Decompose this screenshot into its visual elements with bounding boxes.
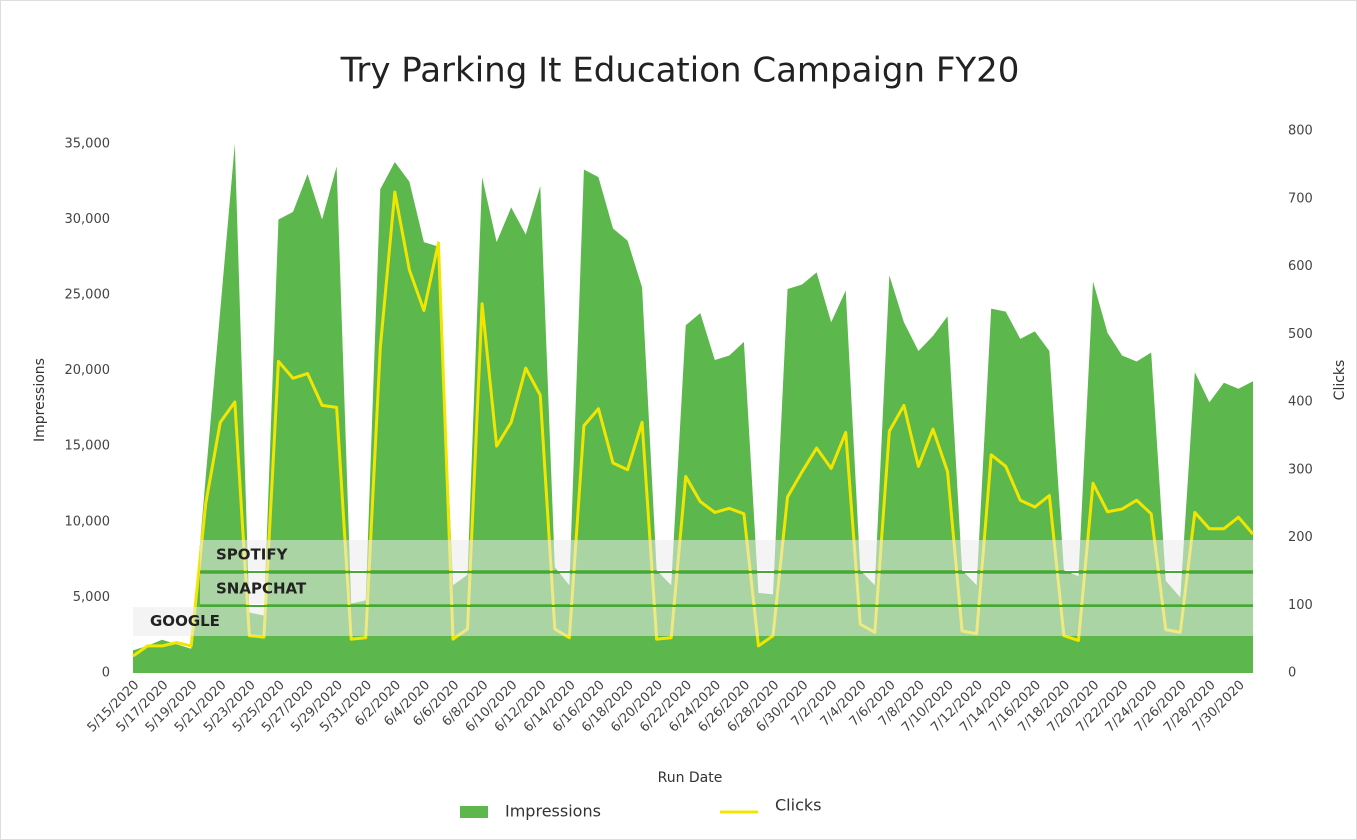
clicks-line [132,190,1255,658]
y2-tick-label: 700 [1288,191,1313,206]
y2-tick-label: 0 [1288,666,1296,681]
y-tick-label: 5,000 [73,590,110,605]
y-tick-label: 35,000 [65,136,111,151]
legend-swatch [460,806,488,818]
y2-tick-label: 100 [1288,598,1313,613]
y-tick-label: 20,000 [65,363,111,378]
y-tick-label: 10,000 [65,514,111,529]
y-tick-label: 0 [102,666,110,681]
legend-label: Clicks [775,796,821,815]
y2-tick-label: 400 [1288,395,1313,410]
y-axis-label: Impressions [32,358,48,442]
legend-label: Impressions [505,802,601,821]
y2-tick-label: 600 [1288,259,1313,274]
campaign-band [200,540,1253,570]
y2-axis-label: Clicks [1332,360,1348,401]
y2-tick-label: 200 [1288,530,1313,545]
campaign-label: SNAPCHAT [216,580,307,598]
y2-tick-label: 800 [1288,124,1313,139]
x-axis-label: Run Date [658,770,723,786]
y-tick-label: 30,000 [65,212,111,227]
y-tick-label: 25,000 [65,288,111,303]
campaign-band [133,607,1253,636]
campaign-band [200,574,1253,604]
y-tick-label: 15,000 [65,439,111,454]
chart-title: Try Parking It Education Campaign FY20 [340,51,1020,91]
campaign-label: SPOTIFY [216,546,289,564]
campaign-label: GOOGLE [150,612,220,630]
y2-tick-label: 300 [1288,462,1313,477]
y2-tick-label: 500 [1288,327,1313,342]
